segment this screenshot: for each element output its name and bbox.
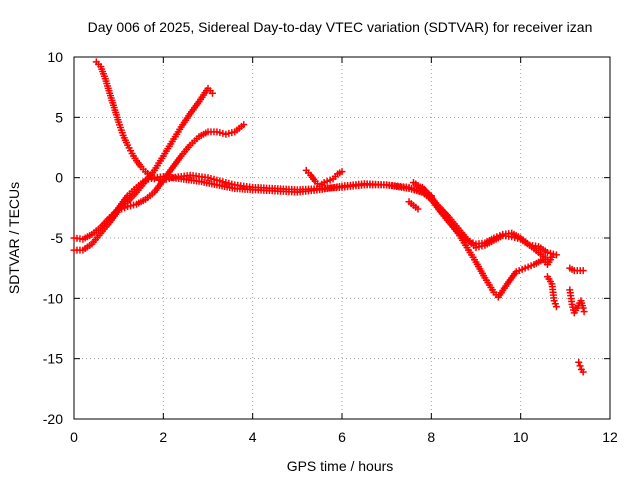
grid xyxy=(74,57,610,419)
y-tick-label: -5 xyxy=(51,230,64,246)
data-point xyxy=(580,308,588,316)
series-sat-h xyxy=(405,198,422,213)
data-point xyxy=(579,368,587,376)
x-tick-label: 6 xyxy=(338,429,346,445)
data-point xyxy=(548,253,556,261)
y-tick-label: -15 xyxy=(43,351,63,367)
y-tick-label: -10 xyxy=(43,290,63,306)
data-point xyxy=(338,168,346,176)
series-sat-j xyxy=(566,264,587,275)
series-sat-g xyxy=(302,166,346,190)
x-tick-label: 2 xyxy=(159,429,167,445)
data-point xyxy=(575,358,583,366)
data-point xyxy=(552,303,560,311)
series-sat-a xyxy=(92,58,435,200)
x-tick-label: 12 xyxy=(602,429,618,445)
series-sat-b xyxy=(70,84,216,243)
y-tick-label: 10 xyxy=(47,49,63,65)
series-sat-i xyxy=(543,273,560,311)
x-tick-label: 10 xyxy=(513,429,529,445)
data-point xyxy=(240,121,248,129)
axis-ticks: 0 2 4 6 8 10 12 -20 -15 -10 -5 0 5 10 xyxy=(43,49,618,445)
y-tick-label: 0 xyxy=(55,170,63,186)
y-tick-label: 5 xyxy=(55,109,63,125)
series-sat-k xyxy=(566,286,588,317)
y-axis-label: SDTVAR / TECUs xyxy=(6,182,22,294)
data-point xyxy=(579,267,587,275)
series-sat-l xyxy=(575,358,587,376)
x-tick-label: 0 xyxy=(70,429,78,445)
data-point xyxy=(576,362,584,370)
x-axis-label: GPS time / hours xyxy=(287,458,394,474)
x-tick-label: 4 xyxy=(249,429,257,445)
data-point xyxy=(579,304,587,312)
data-point xyxy=(414,205,422,213)
x-tick-label: 8 xyxy=(427,429,435,445)
data-point xyxy=(208,89,216,97)
series-sat-f xyxy=(409,178,560,259)
data-points xyxy=(70,58,588,376)
y-tick-label: -20 xyxy=(43,411,63,427)
chart-title: Day 006 of 2025, Sidereal Day-to-day VTE… xyxy=(88,19,593,35)
data-point xyxy=(552,251,560,259)
